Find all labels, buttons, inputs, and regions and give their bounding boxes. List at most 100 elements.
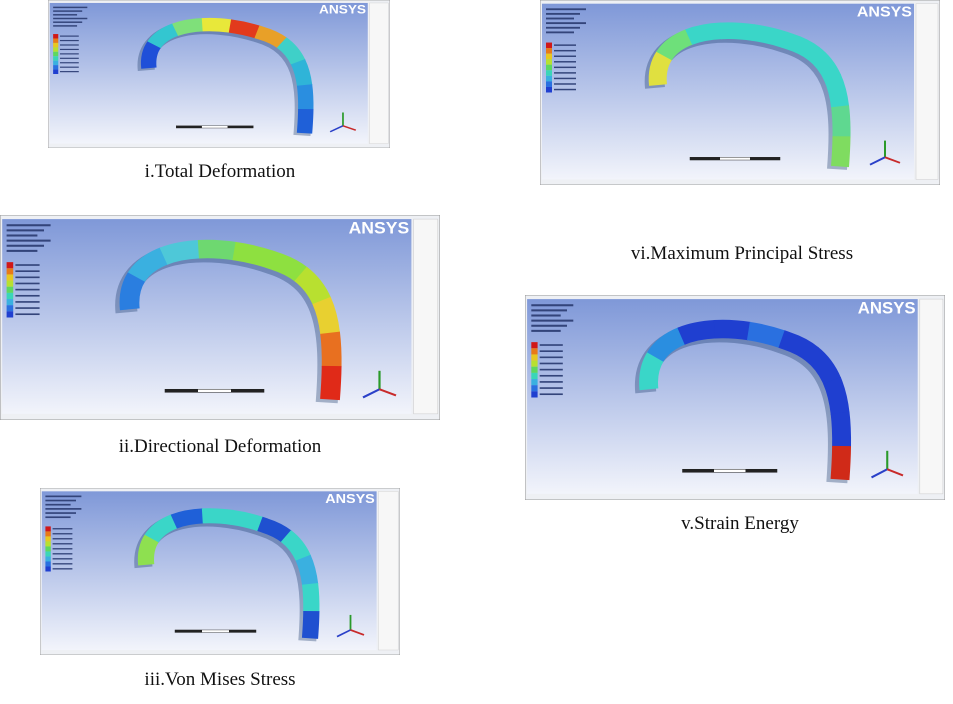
legend-swatch	[7, 287, 14, 293]
header-text-line	[546, 8, 586, 10]
header-text-line	[531, 330, 560, 332]
legend-label-line	[53, 543, 73, 544]
legend-label-line	[15, 289, 39, 291]
legend-swatch	[546, 48, 552, 54]
ansys-logo: ANSYS	[319, 2, 367, 16]
caption: v.Strain Energy	[540, 513, 940, 535]
legend-swatch	[7, 268, 14, 274]
legend-label-line	[60, 49, 79, 50]
legend-swatch	[531, 367, 537, 373]
ansys-logo: ANSYS	[858, 299, 916, 318]
legend-swatch	[53, 70, 58, 74]
legend-label-line	[540, 344, 563, 346]
legend-label-line	[554, 61, 576, 62]
header-text-line	[45, 504, 70, 506]
header-text-line	[7, 250, 38, 252]
legend-swatch	[53, 47, 58, 51]
legend-swatch	[7, 262, 14, 268]
ansys-screenshot: ANSYS	[540, 0, 940, 185]
scale-bar-dark	[690, 157, 720, 160]
ansys-screenshot: ANSYS	[0, 215, 440, 420]
legend-label-line	[53, 538, 73, 539]
legend-swatch	[531, 354, 537, 360]
header-text-line	[531, 314, 560, 316]
header-text-line	[546, 22, 586, 24]
legend-label-line	[554, 56, 576, 57]
legend-swatch	[45, 531, 50, 536]
legend-label-line	[53, 528, 73, 529]
header-text-line	[7, 240, 51, 242]
legend-swatch	[45, 541, 50, 546]
side-toolbar	[414, 219, 438, 414]
legend-label-line	[554, 72, 576, 73]
legend-swatch	[7, 274, 14, 280]
legend-swatch	[7, 311, 14, 317]
legend-label-line	[15, 313, 39, 315]
legend-label-line	[60, 44, 79, 45]
legend-swatch	[7, 299, 14, 305]
legend-swatch	[53, 43, 58, 47]
legend-swatch	[546, 87, 552, 93]
legend-label-line	[53, 558, 73, 559]
legend-swatch	[546, 65, 552, 71]
legend-label-line	[60, 67, 79, 68]
legend-label-line	[53, 568, 73, 569]
legend-label-line	[15, 264, 39, 266]
legend-label-line	[15, 295, 39, 297]
legend-swatch	[53, 65, 58, 69]
legend-label-line	[554, 83, 576, 84]
legend-swatch	[7, 281, 14, 287]
legend-swatch	[53, 56, 58, 60]
caption: ii.Directional Deformation	[20, 436, 420, 458]
header-text-line	[45, 496, 81, 498]
page: ANSYS i.Total Deformation ANSYS vi.Maximum …	[0, 0, 953, 704]
legend-swatch	[531, 385, 537, 391]
legend-label-line	[60, 36, 79, 37]
legend-label-line	[540, 369, 563, 371]
legend-swatch	[546, 54, 552, 60]
legend-swatch	[7, 293, 14, 299]
header-text-line	[53, 21, 82, 22]
legend-swatch	[45, 546, 50, 551]
header-text-line	[53, 18, 87, 19]
scale-bar-dark	[683, 469, 715, 472]
scale-bar-dark	[746, 469, 778, 472]
scale-bar-dark	[229, 630, 256, 633]
caption: i.Total Deformation	[20, 161, 420, 183]
legend-swatch	[546, 70, 552, 76]
legend-label-line	[554, 44, 576, 45]
header-text-line	[53, 14, 77, 15]
legend-label-line	[53, 548, 73, 549]
legend-label-line	[15, 283, 39, 285]
header-text-line	[531, 325, 567, 327]
side-toolbar	[369, 3, 388, 144]
header-text-line	[7, 234, 38, 236]
legend-swatch	[45, 556, 50, 561]
header-text-line	[531, 320, 573, 322]
header-text-line	[45, 516, 70, 518]
legend-label-line	[540, 393, 563, 395]
legend-swatch	[53, 38, 58, 42]
legend-label-line	[540, 350, 563, 352]
caption: vi.Maximum Principal Stress	[542, 243, 942, 265]
legend-label-line	[60, 71, 79, 72]
legend-label-line	[53, 553, 73, 554]
scale-bar-dark	[175, 630, 202, 633]
legend-swatch	[546, 81, 552, 87]
legend-label-line	[53, 533, 73, 534]
legend-swatch	[531, 379, 537, 385]
caption: iii.Von Mises Stress	[20, 669, 420, 691]
header-text-line	[546, 27, 580, 29]
legend-label-line	[554, 78, 576, 79]
header-text-line	[53, 10, 82, 11]
legend-label-line	[15, 307, 39, 309]
side-toolbar	[920, 299, 943, 494]
legend-swatch	[45, 566, 50, 571]
legend-label-line	[60, 53, 79, 54]
legend-swatch	[546, 76, 552, 82]
ansys-screenshot: ANSYS	[525, 295, 945, 500]
legend-swatch	[531, 391, 537, 397]
header-text-line	[45, 508, 81, 510]
legend-swatch	[7, 305, 14, 311]
header-text-line	[45, 512, 76, 514]
